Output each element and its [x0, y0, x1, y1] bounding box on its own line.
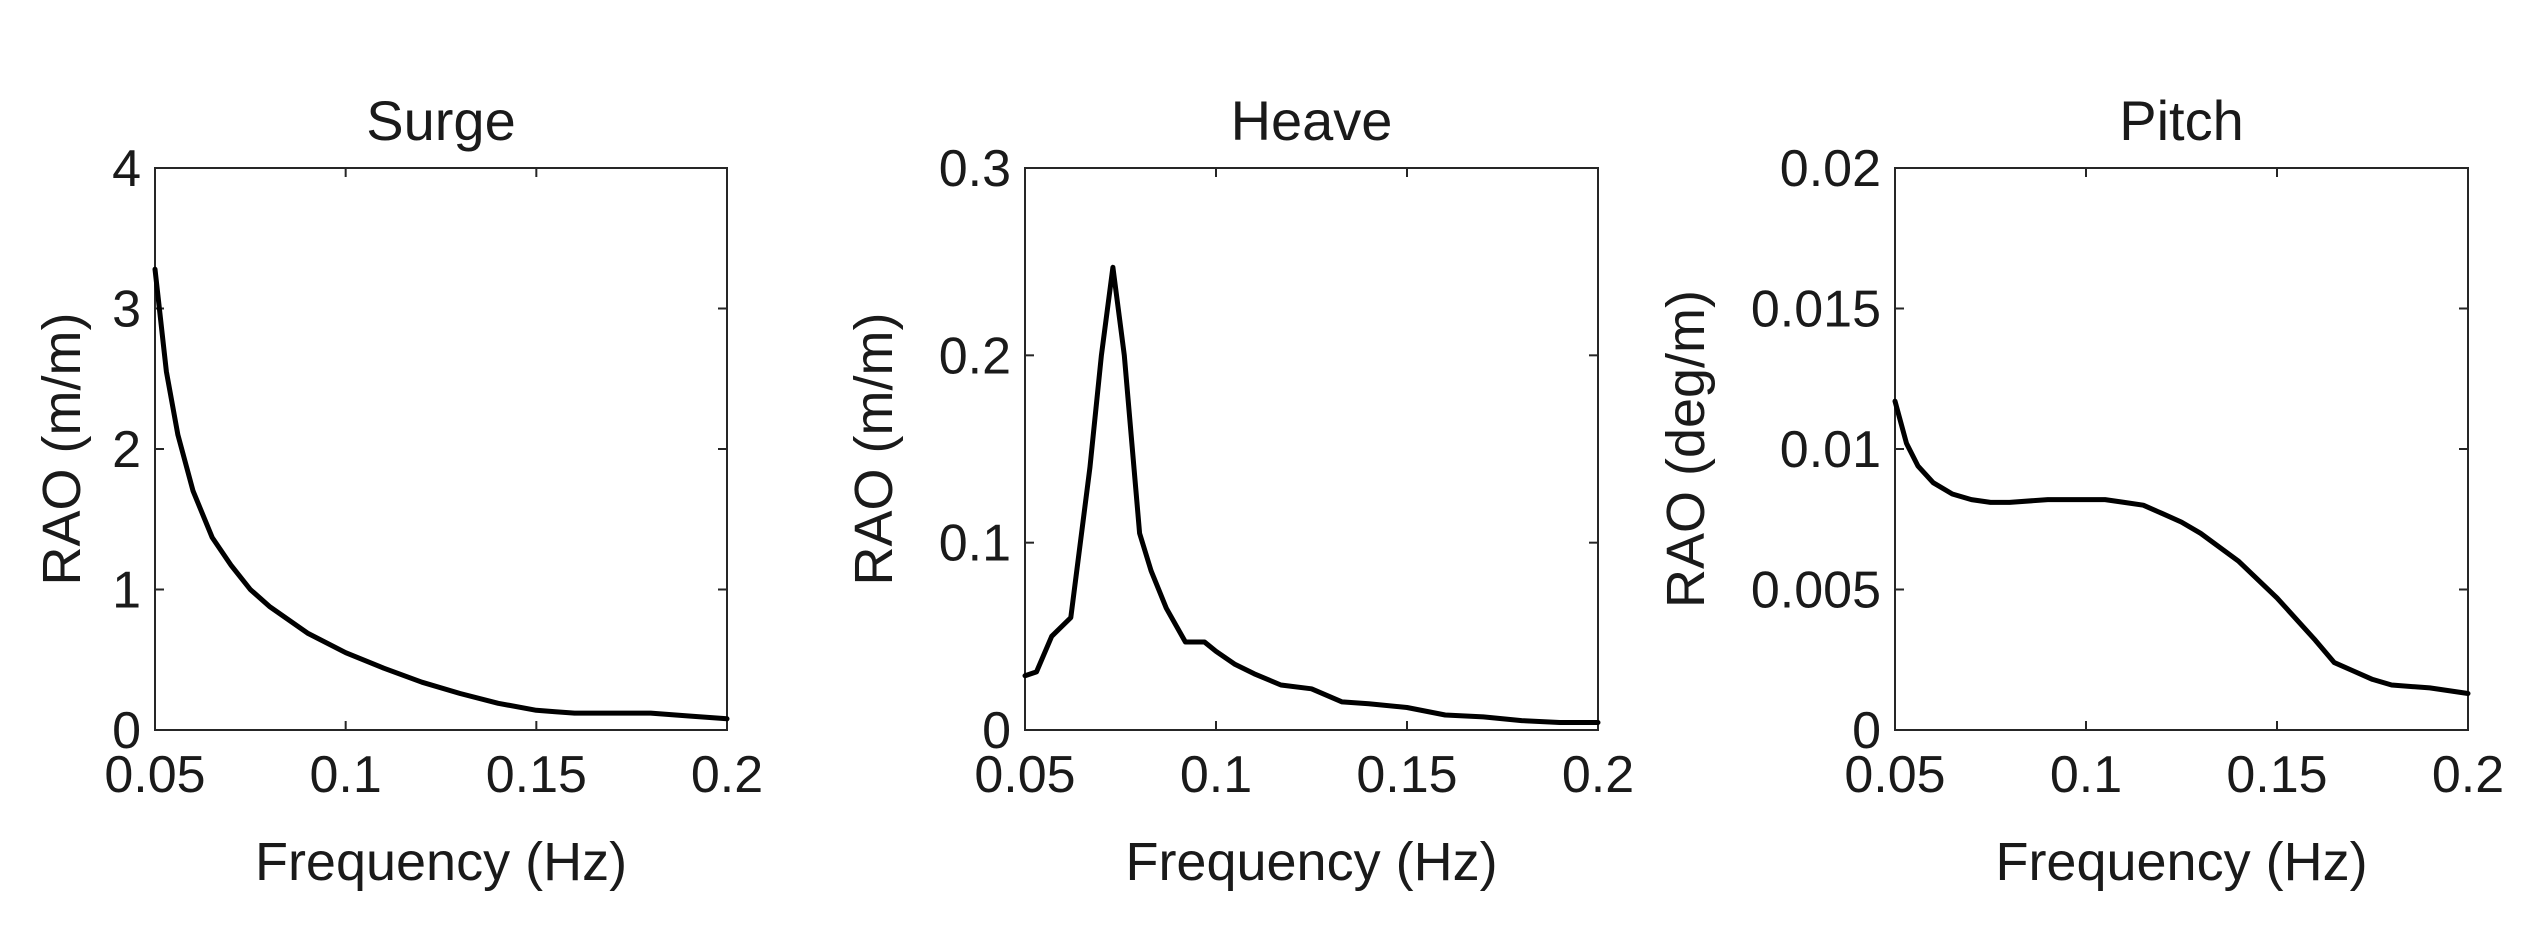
- x-tick-label: 0.1: [1180, 746, 1252, 804]
- series-line: [1022, 264, 1601, 725]
- chart-heave: 0.05 0.1 0.15 0.2 0 0.1 0.2 0.3 Heave Frequency (…: [844, 89, 1634, 892]
- x-tick-label: 0.2: [2432, 746, 2504, 804]
- x-axis-title: Frequency (Hz): [1995, 832, 2367, 892]
- chart-pitch: 0.05 0.1 0.15 0.2 0 0.005 0.01 0.015 0.02 Pitch Fr…: [1656, 89, 2504, 892]
- series-line: [152, 266, 730, 722]
- y-axis-title: RAO (deg/m): [1656, 290, 1716, 608]
- chart-title: Heave: [1231, 89, 1393, 152]
- x-tick-label: 0.05: [1844, 746, 1945, 804]
- x-axis-title: Frequency (Hz): [1125, 832, 1497, 892]
- y-tick-label: 0.015: [1751, 281, 1881, 339]
- x-tick-label: 0.05: [104, 746, 205, 804]
- chart-surge: 0.05 0.1 0.15 0.2 0 1 2 3 4 Surge Frequency (Hz) RA…: [32, 89, 763, 892]
- y-axis-title: RAO (m/m): [32, 313, 92, 586]
- plot-area: [1024, 167, 1599, 731]
- x-tick-label: 0.15: [1356, 746, 1457, 804]
- y-tick-label: 4: [112, 140, 141, 198]
- x-tick-label: 0.15: [486, 746, 587, 804]
- x-tick-label: 0.15: [2226, 746, 2327, 804]
- plot-area: [1894, 167, 2469, 731]
- y-tick-label: 1: [112, 562, 141, 620]
- x-tick-label: 0.1: [2050, 746, 2122, 804]
- y-tick-label: 0.01: [1780, 421, 1881, 479]
- y-tick-label: 0: [1852, 702, 1881, 760]
- plot-area: [154, 167, 728, 731]
- y-tick-label: 0.2: [939, 327, 1011, 385]
- y-axis-title: RAO (m/m): [844, 313, 904, 586]
- chart-title: Surge: [366, 89, 515, 152]
- y-tick-label: 0.1: [939, 515, 1011, 573]
- y-tick-label: 0.02: [1780, 140, 1881, 198]
- x-axis-title: Frequency (Hz): [255, 832, 627, 892]
- x-tick-label: 0.1: [310, 746, 382, 804]
- y-tick-label: 0.3: [939, 140, 1011, 198]
- x-tick-label: 0.05: [974, 746, 1075, 804]
- x-tick-label: 0.2: [1562, 746, 1634, 804]
- y-tick-label: 0: [982, 702, 1011, 760]
- y-tick-label: 3: [112, 281, 141, 339]
- x-tick-label: 0.2: [691, 746, 763, 804]
- y-tick-label: 0.005: [1751, 562, 1881, 620]
- y-tick-label: 2: [112, 421, 141, 479]
- series-line: [1892, 398, 2471, 696]
- chart-title: Pitch: [2119, 89, 2244, 152]
- y-tick-label: 0: [112, 702, 141, 760]
